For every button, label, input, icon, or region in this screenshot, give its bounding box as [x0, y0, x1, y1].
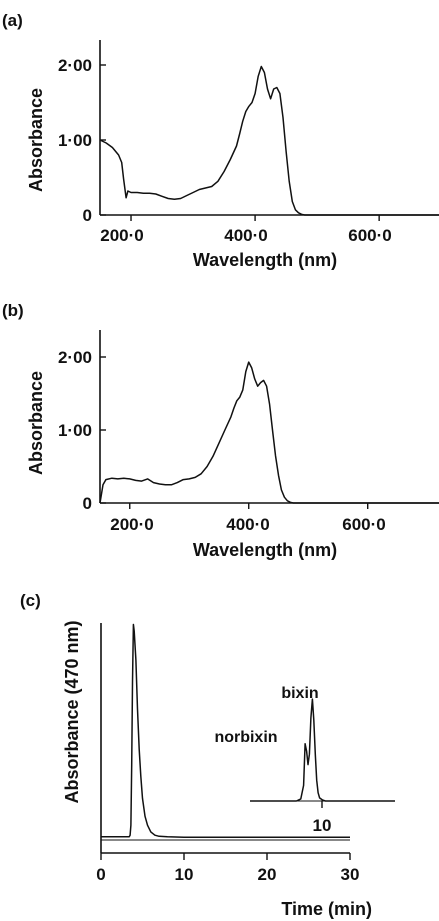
- panel-b-ytick-label-2: 2·00: [58, 348, 92, 367]
- panel-b-ytick-label-1: 1·00: [58, 421, 92, 440]
- panel-c-x-axis-title: Time (min): [281, 899, 372, 919]
- panel-c-y-axis-title: Absorbance (470 nm): [62, 620, 82, 803]
- panel-a-label: (a): [2, 11, 23, 30]
- panel-c: (c) Absorbance (470 nm) 0 10 20 30 Time …: [20, 591, 395, 919]
- panel-a-x-axis-title: Wavelength (nm): [193, 250, 337, 270]
- inset-xtick-label-10: 10: [313, 816, 332, 835]
- panel-c-inset: 10 bixin norbixin: [214, 685, 395, 835]
- panel-b-xtick-label-200: 200·0: [110, 515, 153, 534]
- annotation-bixin: bixin: [281, 685, 318, 702]
- panel-b-x-axis-title: Wavelength (nm): [193, 540, 337, 560]
- panel-c-xtick-label-20: 20: [258, 865, 277, 884]
- panel-b-ytick-label-0: 0: [83, 494, 92, 513]
- panel-c-ticks: [100, 853, 351, 860]
- panel-a-absorbance-curve: [99, 65, 439, 216]
- panel-a-y-axis-title: Absorbance: [26, 88, 46, 192]
- panel-a: (a) Absorbance 0 1·00 2·00 200·0 400·0 6…: [2, 11, 439, 270]
- panel-b-label: (b): [2, 301, 24, 320]
- inset-chromatogram-trace: [250, 698, 395, 802]
- panel-b-absorbance-curve: [99, 361, 439, 504]
- panel-b-xtick-label-400: 400·0: [226, 515, 269, 534]
- panel-a-ytick-label-2: 2·00: [58, 56, 92, 75]
- panel-c-xtick-label-30: 30: [341, 865, 360, 884]
- panel-c-xtick-label-10: 10: [175, 865, 194, 884]
- panel-c-label: (c): [20, 591, 41, 610]
- panel-a-xtick-label-600: 600·0: [348, 226, 391, 245]
- panel-b-xtick-label-600: 600·0: [342, 515, 385, 534]
- panel-a-ytick-label-1: 1·00: [58, 131, 92, 150]
- panel-a-ytick-label-0: 0: [83, 206, 92, 225]
- panel-c-xtick-label-0: 0: [96, 865, 105, 884]
- panel-b-ticks: [100, 356, 369, 509]
- annotation-norbixin: norbixin: [214, 729, 277, 746]
- panel-a-xtick-label-200: 200·0: [100, 226, 143, 245]
- panel-b-y-axis-title: Absorbance: [26, 371, 46, 475]
- panel-b: (b) Absorbance 0 1·00 2·00 200·0 400·0 6…: [2, 301, 439, 560]
- panel-a-ticks: [100, 64, 380, 221]
- panel-c-chromatogram-trace: [101, 623, 350, 838]
- panel-a-xtick-label-400: 400·0: [224, 226, 267, 245]
